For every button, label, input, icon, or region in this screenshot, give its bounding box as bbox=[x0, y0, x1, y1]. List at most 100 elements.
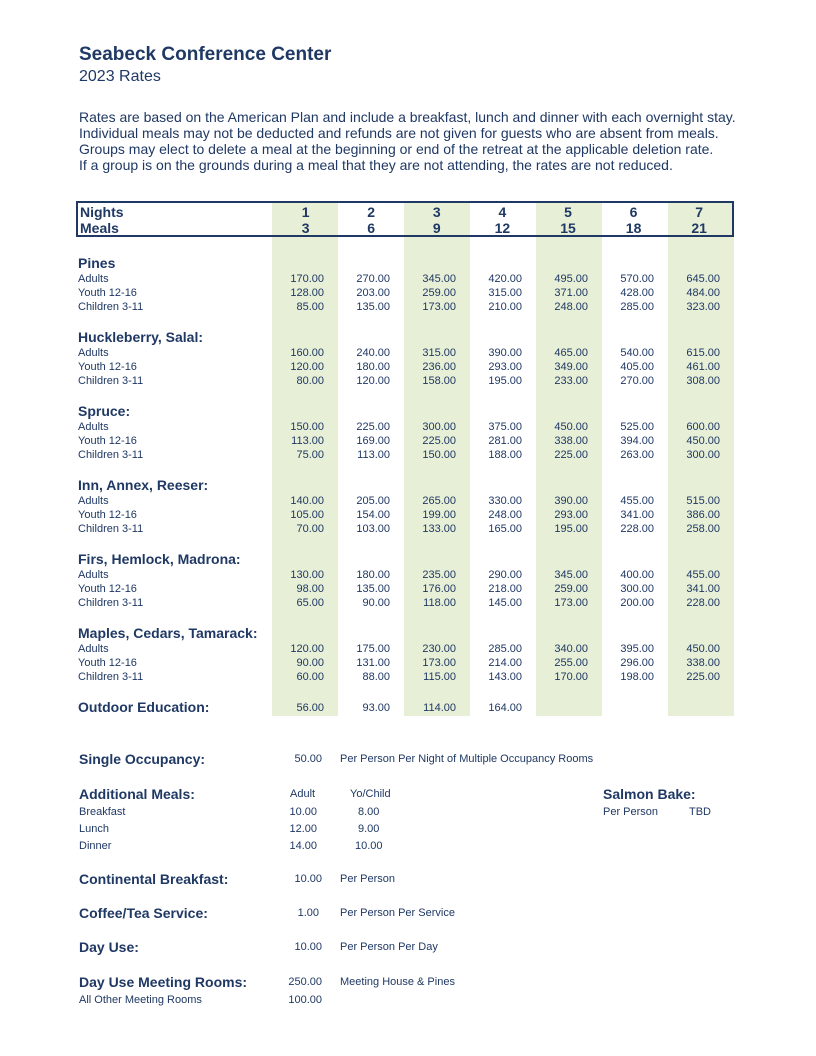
table-row: Children 3-11 80.00 120.00 158.00 195.00 233.… bbox=[76, 374, 734, 388]
meals-cell: 21 bbox=[691, 220, 707, 236]
rate-cell: 340.00 bbox=[554, 643, 588, 655]
rate-cell: 236.00 bbox=[422, 361, 456, 373]
rate-cell: 450.00 bbox=[686, 643, 720, 655]
meal-adult-price: 10.00 bbox=[289, 806, 317, 818]
rate-cell: 270.00 bbox=[356, 273, 390, 285]
page-title: Seabeck Conference Center bbox=[79, 44, 332, 65]
rate-cell: 285.00 bbox=[488, 643, 522, 655]
rate-cell: 341.00 bbox=[620, 509, 654, 521]
table-row: Children 3-11 70.00 103.00 133.00 165.00 195.… bbox=[76, 522, 734, 536]
meal-adult-price: 12.00 bbox=[289, 823, 317, 835]
row-label: Adults bbox=[78, 347, 109, 359]
rate-cell: 113.00 bbox=[357, 449, 390, 461]
rate-cell: 240.00 bbox=[356, 347, 390, 359]
rate-cell: 540.00 bbox=[620, 347, 654, 359]
rate-cell: 265.00 bbox=[422, 495, 456, 507]
rate-cell: 461.00 bbox=[686, 361, 720, 373]
table-row: Youth 12-16 113.00 169.00 225.00 281.00 338.0… bbox=[76, 434, 734, 448]
meal-child-price: 8.00 bbox=[358, 806, 380, 818]
rate-cell: 90.00 bbox=[362, 597, 390, 609]
column-shade bbox=[272, 201, 338, 716]
meal-label: Breakfast bbox=[79, 806, 126, 818]
table-row: Children 3-11 60.00 88.00 115.00 143.00 170.0… bbox=[76, 670, 734, 684]
rate-cell: 120.00 bbox=[290, 643, 324, 655]
rate-cell: 210.00 bbox=[488, 301, 522, 313]
table-row: Adults 130.00 180.00 235.00 290.00 345.00 400.… bbox=[76, 568, 734, 582]
rate-cell: 371.00 bbox=[554, 287, 588, 299]
rate-cell: 259.00 bbox=[422, 287, 456, 299]
intro-line: Rates are based on the American Plan and… bbox=[79, 109, 736, 125]
meal-child-price: 9.00 bbox=[358, 823, 380, 835]
rate-cell: 115.00 bbox=[423, 671, 456, 683]
outdoor-education-label: Outdoor Education: bbox=[78, 699, 210, 715]
child-header: Yo/Child bbox=[350, 788, 391, 800]
single-occupancy-label: Single Occupancy: bbox=[79, 751, 206, 767]
salmon-bake-label: Salmon Bake: bbox=[603, 786, 696, 802]
rate-cell: 105.00 bbox=[290, 509, 324, 521]
rate-cell: 308.00 bbox=[686, 375, 720, 387]
rate-cell: 228.00 bbox=[620, 523, 654, 535]
rate-cell: 165.00 bbox=[488, 523, 522, 535]
single-occupancy-desc: Per Person Per Night of Multiple Occupan… bbox=[340, 753, 594, 765]
rate-cell: 293.00 bbox=[554, 509, 588, 521]
rate-cell: 390.00 bbox=[554, 495, 588, 507]
row-label: Children 3-11 bbox=[78, 449, 144, 461]
additional-meals-label: Additional Meals: bbox=[79, 786, 195, 802]
meeting-rooms-desc: Meeting House & Pines bbox=[340, 976, 455, 988]
rate-cell: 70.00 bbox=[296, 523, 324, 535]
rate-cell: 120.00 bbox=[290, 361, 324, 373]
rate-cell: 255.00 bbox=[554, 657, 588, 669]
rate-cell: 228.00 bbox=[686, 597, 720, 609]
rate-cell: 130.00 bbox=[290, 569, 324, 581]
rate-cell: 103.00 bbox=[356, 523, 390, 535]
spacer bbox=[76, 388, 734, 402]
table-row: Youth 12-16 120.00 180.00 236.00 293.00 349.0… bbox=[76, 360, 734, 374]
rate-cell: 199.00 bbox=[422, 509, 456, 521]
table-row: Adults 170.00 270.00 345.00 420.00 495.00 570.… bbox=[76, 272, 734, 286]
spacer bbox=[76, 536, 734, 550]
table-row: Adults 120.00 175.00 230.00 285.00 340.00 395.… bbox=[76, 642, 734, 656]
table-row: Youth 12-16 128.00 203.00 259.00 315.00 371.0… bbox=[76, 286, 734, 300]
rate-cell: 114.00 bbox=[423, 702, 456, 714]
rate-cell: 203.00 bbox=[356, 287, 390, 299]
table-row: Youth 12-16 105.00 154.00 199.00 248.00 293.0… bbox=[76, 508, 734, 522]
meals-cell: 15 bbox=[560, 220, 576, 236]
rate-cell: 428.00 bbox=[620, 287, 654, 299]
rate-cell: 88.00 bbox=[362, 671, 390, 683]
meals-label: Meals bbox=[80, 220, 119, 236]
table-row: Youth 12-16 98.00 135.00 176.00 218.00 259.00… bbox=[76, 582, 734, 596]
column-shade bbox=[668, 201, 734, 716]
rate-cell: 198.00 bbox=[620, 671, 654, 683]
rates-table: Nights 1 2 3 4 5 6 7 Meals 3 6 9 12 15 18 21 Pines Adul… bbox=[76, 201, 734, 716]
rate-cell: 323.00 bbox=[686, 301, 720, 313]
continental-desc: Per Person bbox=[340, 873, 396, 885]
rate-cell: 300.00 bbox=[686, 449, 720, 461]
section-title: Spruce: bbox=[78, 403, 131, 419]
table-row: Children 3-11 75.00 113.00 150.00 188.00 225.… bbox=[76, 448, 734, 462]
meeting-rooms-amount: 250.00 bbox=[288, 976, 322, 988]
column-shade bbox=[536, 201, 602, 716]
rate-cell: 133.00 bbox=[422, 523, 456, 535]
rate-cell: 281.00 bbox=[488, 435, 522, 447]
nights-cell: 1 bbox=[301, 204, 310, 220]
coffee-amount: 1.00 bbox=[297, 907, 319, 919]
rate-cell: 154.00 bbox=[356, 509, 390, 521]
rate-cell: 225.00 bbox=[554, 449, 588, 461]
rate-cell: 525.00 bbox=[620, 421, 654, 433]
rate-cell: 450.00 bbox=[554, 421, 588, 433]
rate-cell: 235.00 bbox=[422, 569, 456, 581]
meal-label: Lunch bbox=[79, 823, 109, 835]
rate-cell: 131.00 bbox=[356, 657, 390, 669]
meals-row: Meals 3 6 9 12 15 18 21 bbox=[78, 220, 732, 236]
rate-cell: 98.00 bbox=[296, 583, 324, 595]
rate-cell: 195.00 bbox=[554, 523, 588, 535]
continental-label: Continental Breakfast: bbox=[79, 871, 229, 887]
rate-cell: 600.00 bbox=[686, 421, 720, 433]
nights-cell: 7 bbox=[695, 204, 704, 220]
row-label: Youth 12-16 bbox=[78, 361, 137, 373]
rate-cell: 330.00 bbox=[488, 495, 522, 507]
rate-cell bbox=[536, 698, 602, 716]
rate-cell: 570.00 bbox=[620, 273, 654, 285]
continental-amount: 10.00 bbox=[294, 873, 322, 885]
rate-cell: 135.00 bbox=[356, 301, 390, 313]
